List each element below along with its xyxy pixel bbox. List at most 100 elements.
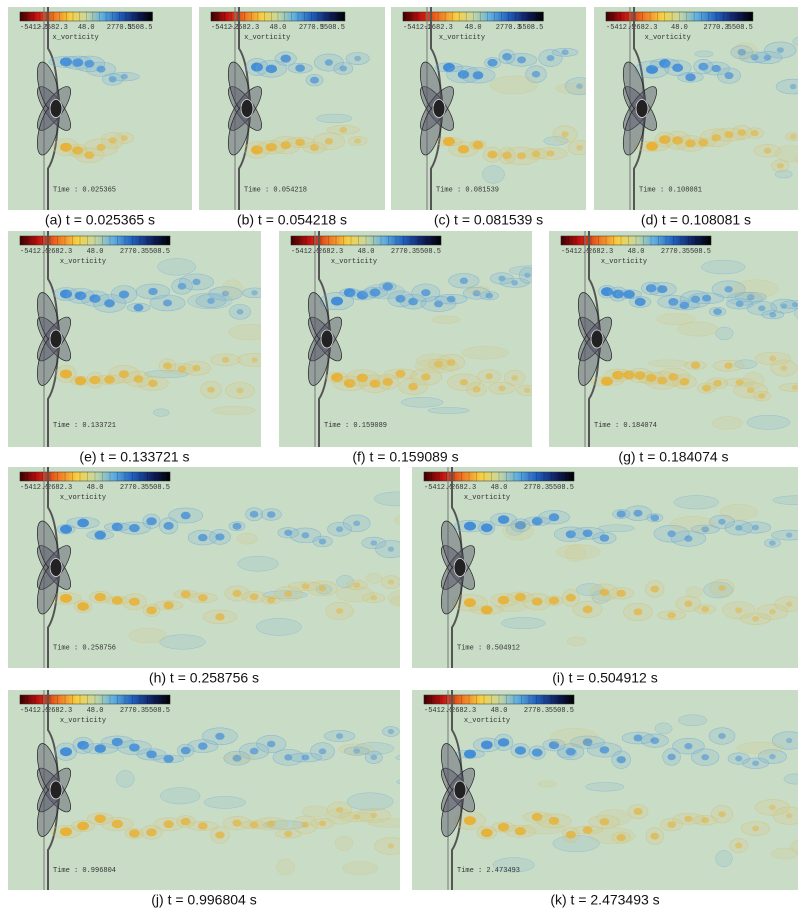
far-wake-contour [789,839,798,854]
vortex-core [301,532,310,539]
vortex-core [198,533,208,542]
vortex-core [280,54,291,63]
vortex-core [111,819,123,829]
vortex-core [668,373,679,381]
colorbar-tick-label: 2770.3 [299,24,324,32]
vortex-core [446,295,456,303]
vortex-contour [763,538,781,548]
vortex-core [789,83,797,90]
vortex-core [77,602,89,611]
far-wake-contour [733,42,758,61]
vortex-core [370,812,378,819]
vortex-core [548,513,560,522]
colorbar-tick-label: -5412.5 [20,24,49,32]
colorbar-tick-label: 48.0 [87,484,104,492]
colorbar-tick-label: 48.0 [270,24,287,32]
vortex-core [780,365,788,371]
vortex-core [60,593,72,603]
panel-caption: (d) t = 0.108081 s [641,212,751,228]
far-wake-contour [414,358,459,374]
colorbar-tick-label: 5508.5 [518,24,543,32]
vortex-core [701,817,710,824]
colorbar-label: x_vorticity [645,34,691,42]
vortex-core [718,584,726,591]
colorbar-tick-label: 48.0 [465,24,482,32]
vortex-core [192,278,201,286]
vortex-core [786,601,793,607]
colorbar [402,11,544,22]
time-label: Time : 0.054218 [244,187,307,195]
far-wake-contour [793,307,798,319]
colorbar [19,235,171,246]
vortex-core [267,820,276,828]
vortex-core [679,378,690,386]
vortex-core [301,754,310,761]
vortex-contour [225,382,255,399]
vortex-core [249,593,259,601]
vortex-contour [775,78,798,95]
far-wake-contour [367,818,400,828]
vortex-core [514,746,526,755]
vortex-core [502,53,512,61]
vortex-core [548,816,560,825]
rotor-hub [453,780,467,800]
vortex-core [718,811,726,818]
far-wake-contour [726,292,764,306]
vortex-contour [564,77,586,96]
vortex-core [459,379,468,386]
vortex-core [443,62,455,72]
far-wake-contour [152,408,170,417]
vortex-contour [771,731,798,750]
vortex-core [148,379,158,388]
vortex-core [659,135,671,144]
rotor-hub [590,329,604,349]
vortex-core [646,141,658,151]
colorbar-tick-label: 2770.3 [704,24,729,32]
vortex-core [633,608,643,616]
panel-background [412,467,798,668]
vortex-core [472,140,484,150]
vortex-core [472,386,481,393]
vortex-contour [754,351,791,366]
far-wake-contour [160,787,201,805]
vortex-core [120,73,128,80]
vortex-core [60,827,72,837]
vortex-core [711,64,721,73]
vortex-contour [552,125,578,143]
far-wake-contour [597,524,635,533]
vortex-core [531,70,541,78]
colorbar-tick-label: 48.0 [87,248,104,256]
vortex-core [531,748,543,757]
far-wake-contour [588,827,636,844]
vortex-core [646,64,658,74]
far-wake-contour [394,514,400,526]
vortex-core [633,808,643,816]
vortex-core [215,831,225,839]
vortex-core [718,518,726,525]
vortex-contour [772,806,798,825]
time-label: Time : 0.258756 [53,645,116,653]
vortex-core [633,734,643,742]
colorbar-tick-label: -5412.5 [403,24,432,32]
rotor-hub [49,780,63,800]
vortex-contour [210,353,241,367]
colorbar-label: x_vorticity [331,258,377,266]
vortex-core [74,376,87,386]
colorbar-tick-label: 48.0 [87,707,104,715]
vortex-contour [551,48,579,57]
colorbar-tick-label: -2682.3 [423,24,452,32]
vortex-core [215,533,225,541]
vortex-core [318,538,327,545]
vortex-core [459,277,468,285]
vortex-core [464,816,476,826]
vortex-core [769,311,777,318]
far-wake-contour [736,741,784,754]
vortex-core [177,365,187,373]
vortex-core [616,589,626,597]
vortex-core [497,515,510,524]
vortex-core [180,511,191,520]
vortex-core [77,821,89,831]
vortex-core [650,737,660,745]
